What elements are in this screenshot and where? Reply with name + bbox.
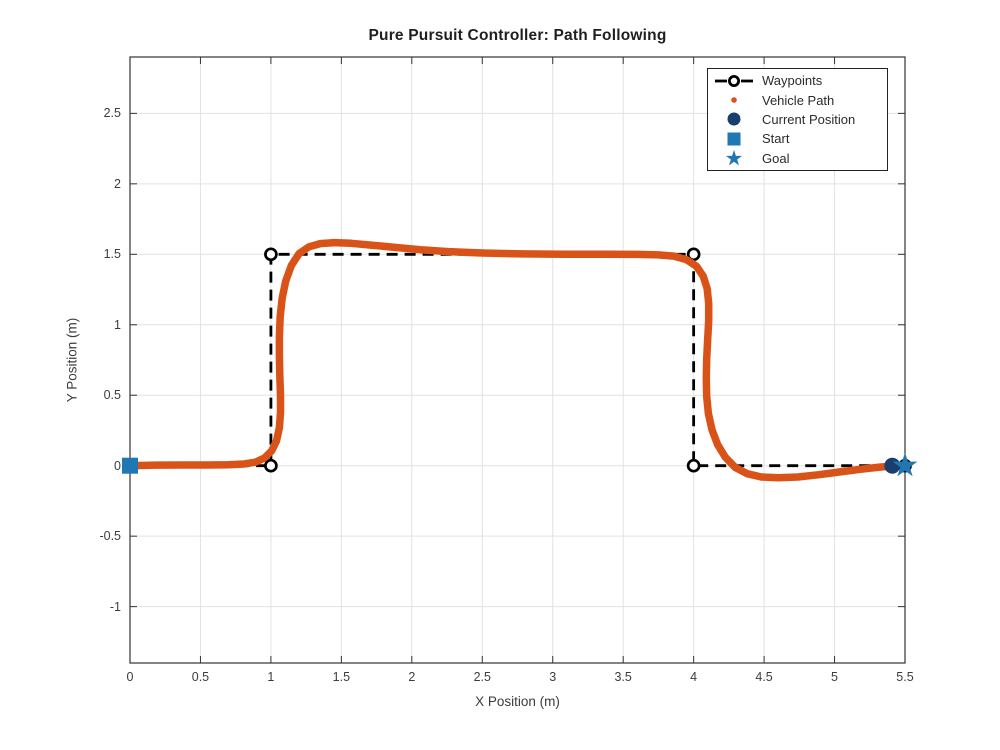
y-tick-label: 1.5 — [103, 247, 121, 262]
start-marker — [122, 457, 138, 474]
axes-box — [129, 56, 906, 664]
legend-marker-icon — [725, 150, 743, 166]
waypoint-marker — [264, 247, 278, 262]
vehicle-path-line — [126, 238, 897, 482]
y-tick-label: -0.5 — [99, 529, 121, 544]
x-tick-label: 5.5 — [896, 670, 914, 684]
legend: Waypoints Vehicle Path Current Position Sta… — [707, 68, 888, 171]
legend-label: Current Position — [762, 111, 856, 127]
x-tick-label: 3 — [549, 670, 557, 684]
legend-label: Waypoints — [762, 73, 823, 89]
legend-marker-icon — [731, 97, 737, 103]
legend-swatch — [708, 72, 762, 90]
x-axis-label: X Position (m) — [475, 694, 560, 709]
y-tick-label: 2 — [114, 176, 121, 191]
legend-swatch — [708, 91, 762, 109]
goal-star-icon — [725, 150, 743, 166]
waypoints-dashed-line — [130, 252, 905, 468]
y-tick-label: 1 — [114, 317, 121, 332]
legend-label: Vehicle Path — [762, 92, 835, 108]
x-tick-label: 5 — [831, 670, 838, 684]
waypoint-marker — [264, 458, 278, 473]
x-tick-label: 2.5 — [473, 670, 491, 684]
axis-ticks — [129, 57, 906, 663]
legend-marker-icon — [715, 74, 753, 87]
legend-label: Start — [762, 131, 790, 147]
waypoint-marker — [686, 458, 701, 473]
legend-item-start: Start — [708, 129, 887, 148]
vehicle-path-dot-icon — [731, 97, 737, 103]
waypoint-marker — [686, 247, 701, 262]
legend-item-current-position: Current Position — [708, 110, 887, 129]
legend-label: Goal — [762, 150, 790, 166]
legend-item-vehicle-path: Vehicle Path — [708, 91, 887, 110]
y-tick-label: 0 — [114, 458, 121, 473]
legend-marker-icon — [727, 112, 741, 126]
legend-swatch — [708, 130, 762, 148]
goal-marker — [892, 452, 918, 477]
x-tick-label: 1 — [267, 670, 275, 684]
x-tick-label: 0 — [126, 670, 134, 684]
current-position-marker — [884, 457, 901, 474]
legend-swatch — [708, 149, 762, 167]
legend-item-goal: Goal — [708, 149, 887, 168]
start-square-icon — [727, 132, 741, 146]
y-tick-label: 0.5 — [103, 388, 121, 403]
legend-marker-icon — [727, 132, 741, 146]
x-tick-label: 1.5 — [332, 670, 351, 684]
chart-title: Pure Pursuit Controller: Path Following — [368, 27, 667, 44]
x-tick-label: 4 — [690, 670, 698, 684]
x-tick-label: 2 — [408, 670, 416, 684]
y-tick-label: -1 — [109, 599, 121, 614]
current-position-circle-icon — [727, 112, 741, 126]
y-tick-label: 2.5 — [103, 106, 121, 121]
legend-swatch — [708, 110, 762, 128]
x-tick-label: 0.5 — [191, 670, 210, 684]
x-tick-label: 3.5 — [614, 670, 632, 684]
waypoints-circle-icon — [727, 74, 740, 87]
legend-item-waypoints: Waypoints — [708, 71, 887, 90]
waypoints-series — [123, 247, 912, 473]
x-tick-label: 4.5 — [755, 670, 773, 684]
